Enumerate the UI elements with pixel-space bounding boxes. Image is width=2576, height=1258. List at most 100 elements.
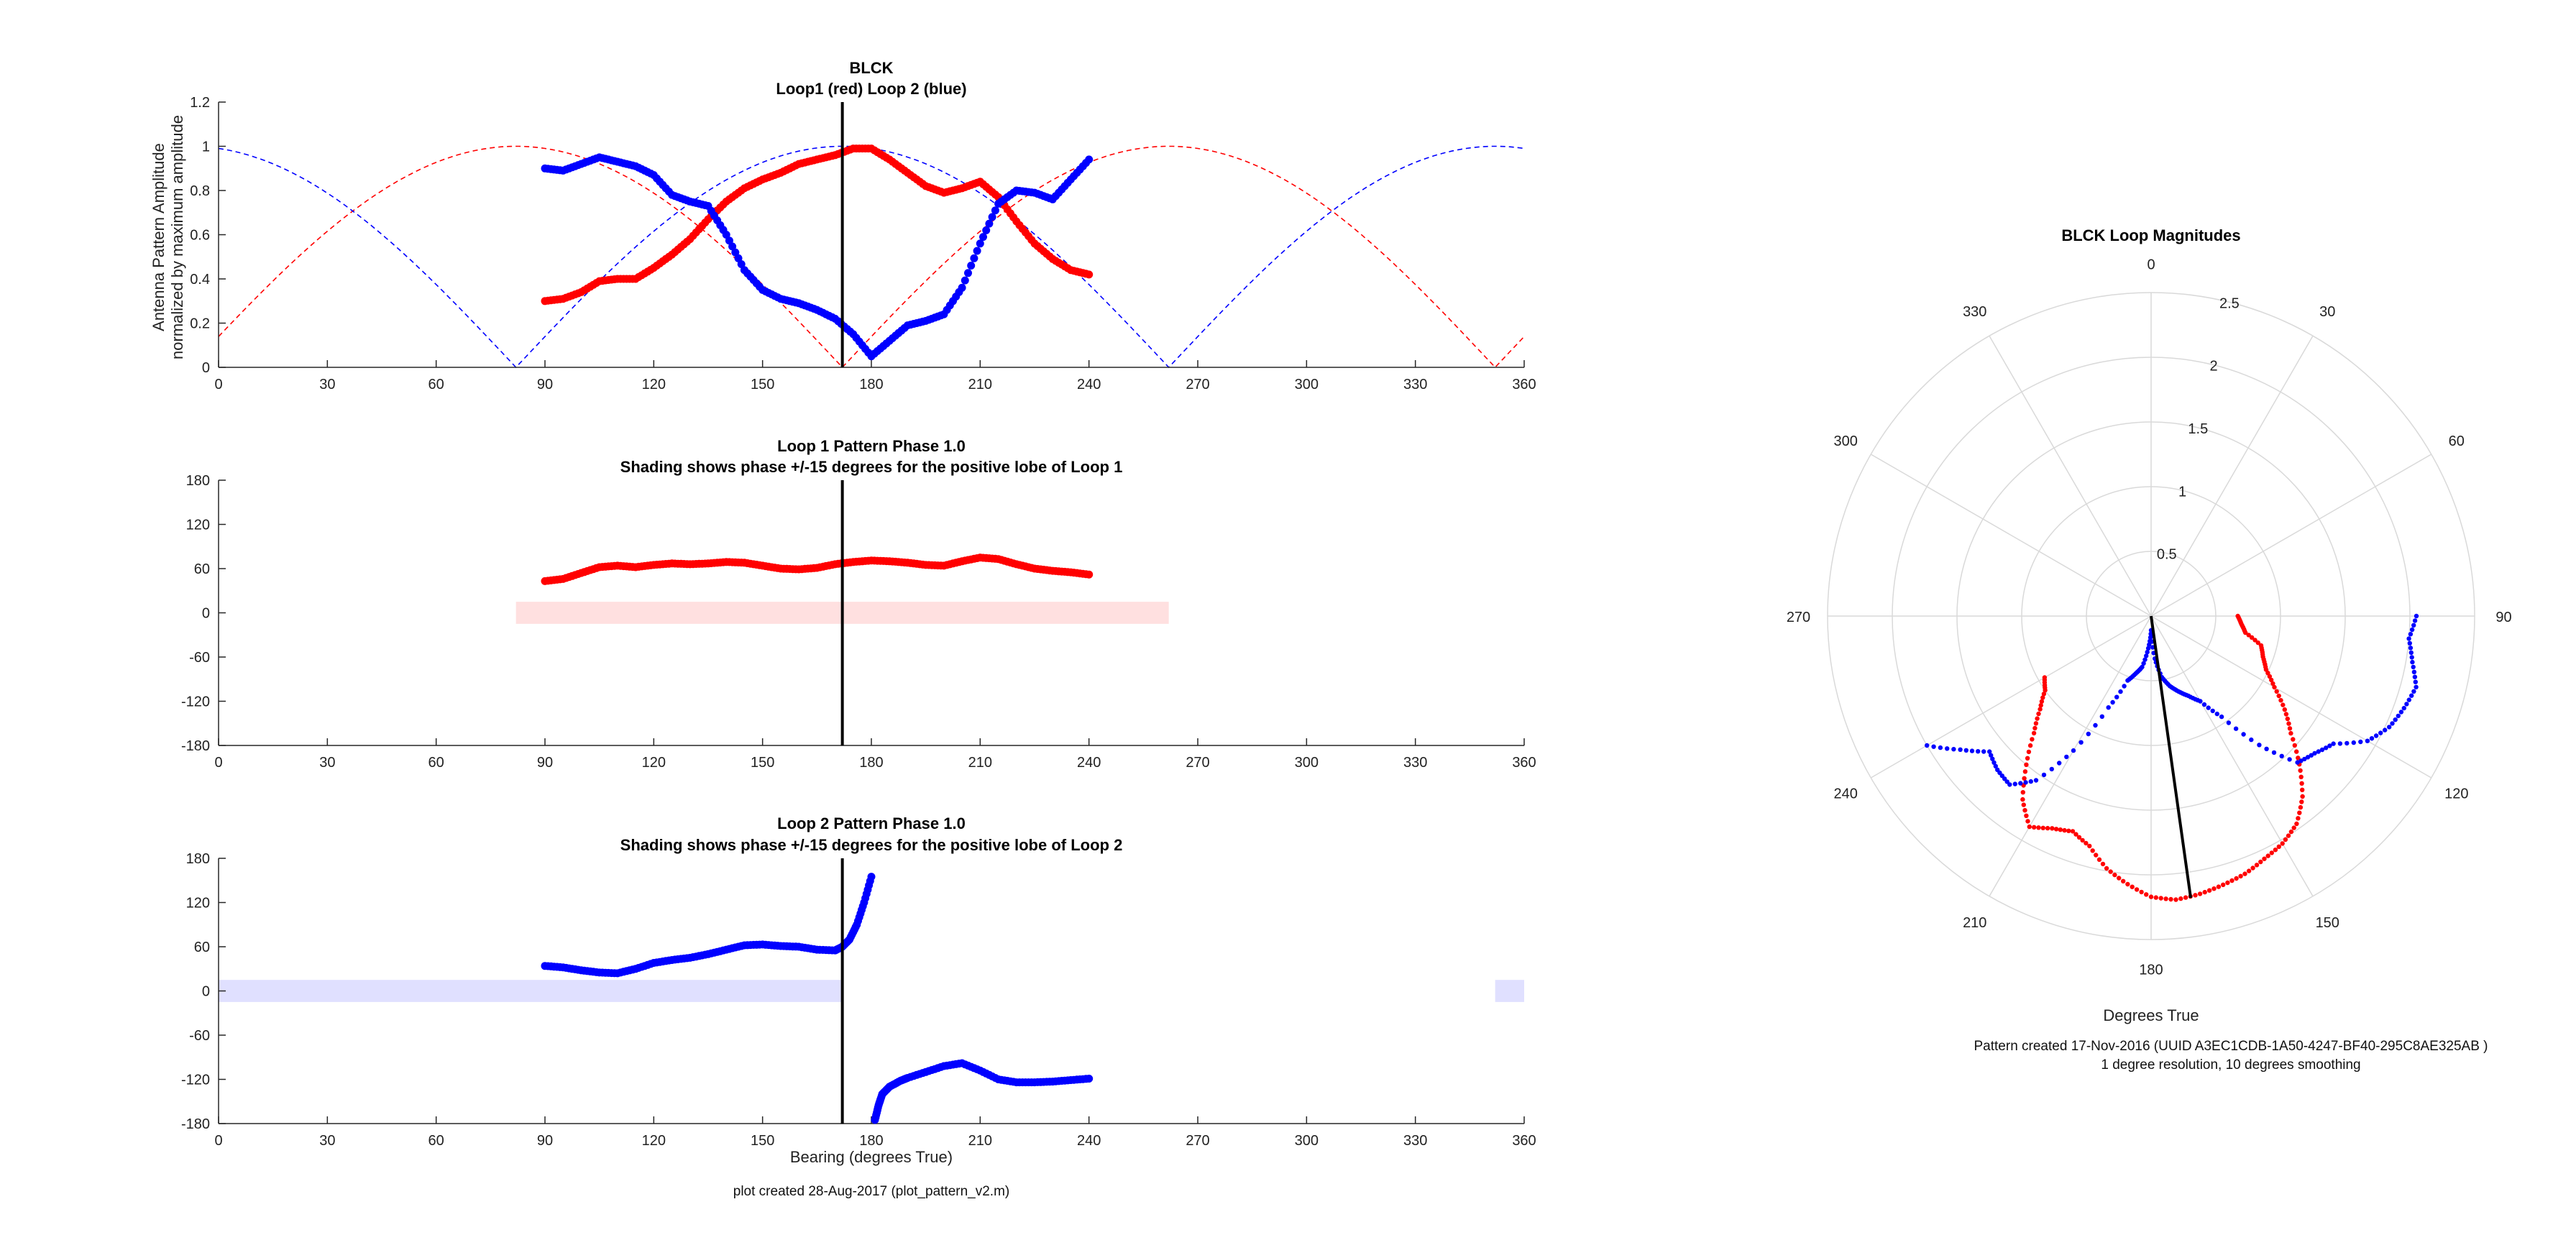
polar-title: BLCK Loop Magnitudes [2061,226,2240,244]
polar-point [2406,697,2411,702]
polar-point [2281,702,2286,707]
polar-point [2045,825,2050,831]
polar-point [2344,740,2350,746]
polar-point [2096,857,2102,863]
polar-grid-spoke [1870,615,2152,779]
polar-bearing-line [2150,615,2193,899]
amplitude-xtick-label: 30 [319,377,335,392]
polar-point [2246,633,2251,638]
polar-point [2409,627,2415,633]
polar-point [2295,760,2300,765]
polar-point [2066,828,2071,834]
amplitude-point-interp [973,247,981,255]
plot-created-note: plot created 28-Aug-2017 (plot_pattern_v… [733,1184,1009,1199]
polar-point [2298,774,2304,780]
polar-point [2148,635,2153,641]
polar-point [2202,889,2207,895]
polar-point [2283,712,2289,717]
polar-point [2337,741,2343,746]
polar-point [2144,653,2149,658]
polar-point [2173,897,2178,902]
polar-point [2214,711,2219,717]
polar-point [2406,636,2411,641]
polar-point [2024,813,2029,819]
polar-point [2276,844,2281,850]
amplitude-xtick-label: 240 [1077,377,1101,392]
polar-point [2292,743,2297,748]
polar-point [2264,746,2269,752]
polar-point [2038,703,2043,708]
polar-point [2396,713,2401,719]
phase1-xtick-label: 0 [214,755,222,771]
phase2-xtick-label: 60 [428,1133,444,1149]
phase2-ytick-label: 60 [194,940,210,955]
phase1-ytick-label: 180 [186,473,210,489]
polar-grid-spoke [1870,454,2152,617]
polar-point [2031,730,2037,736]
amplitude-point [1085,155,1094,164]
polar-point [2041,692,2047,697]
polar-point [2040,695,2045,700]
polar-point [2282,707,2287,712]
polar-point [2139,889,2144,895]
polar-point [2242,871,2247,876]
phase2-xtick-label: 360 [1512,1133,1536,1149]
polar-point [2141,661,2146,666]
polar-point [2023,780,2028,785]
polar-point [2298,768,2303,773]
polar-point [2411,623,2416,628]
polar-point [2086,731,2091,737]
polar-point [2287,726,2293,731]
polar-point [2084,840,2089,846]
polar-point [2412,674,2418,679]
amplitude-point-interp [725,237,733,245]
phase2-ytick-label: 180 [186,851,210,867]
polar-point [2106,705,2111,710]
polar-point [1987,749,1992,754]
polar-point [2294,821,2299,827]
polar-point [2358,739,2363,745]
polar-grid-spoke [2150,335,2314,617]
polar-point [2271,750,2277,756]
phase1-xtick-label: 210 [968,755,992,771]
polar-point [2108,869,2113,874]
amplitude-xtick-label: 90 [537,377,553,392]
amplitude-ylabel-2: normalized by maximum amplitude [168,115,186,359]
polar-point [2211,886,2217,891]
polar-point [2294,749,2299,754]
polar-point [2040,825,2045,831]
phase2-ytick-label: -180 [181,1116,210,1132]
amplitude-point-interp [964,269,972,277]
polar-point [2287,757,2292,762]
polar-point [2058,827,2063,832]
polar-point [2153,895,2158,900]
polar-point [1938,745,1943,750]
polar-point [2032,825,2037,830]
polar-point [2145,646,2151,651]
polar-point [2090,848,2095,853]
amplitude-xtick-label: 180 [859,377,883,392]
polar-point [2254,863,2260,868]
polar-point [2062,827,2067,833]
polar-point [2414,613,2419,619]
polar-point [2121,878,2126,884]
polar-point [2145,649,2150,655]
polar-theta-label: 120 [2444,786,2468,802]
polar-point [2201,702,2207,707]
polar-theta-label: 0 [2147,257,2155,273]
polar-point [2035,716,2040,721]
polar-point [2225,880,2230,886]
amplitude-subtitle: Loop1 (red) Loop 2 (blue) [776,80,966,98]
polar-point [2027,824,2032,830]
polar-r-tick-label: 1.5 [2188,421,2208,437]
polar-point [2393,717,2398,722]
polar-grid-spoke [2150,615,2432,779]
polar-point [1969,748,1975,753]
polar-point [2210,708,2215,714]
polar-theta-label: 240 [1834,786,1858,802]
polar-point [2297,810,2302,815]
polar-point [1931,744,1936,749]
polar-point [2099,714,2104,719]
polar-point [2286,833,2291,838]
